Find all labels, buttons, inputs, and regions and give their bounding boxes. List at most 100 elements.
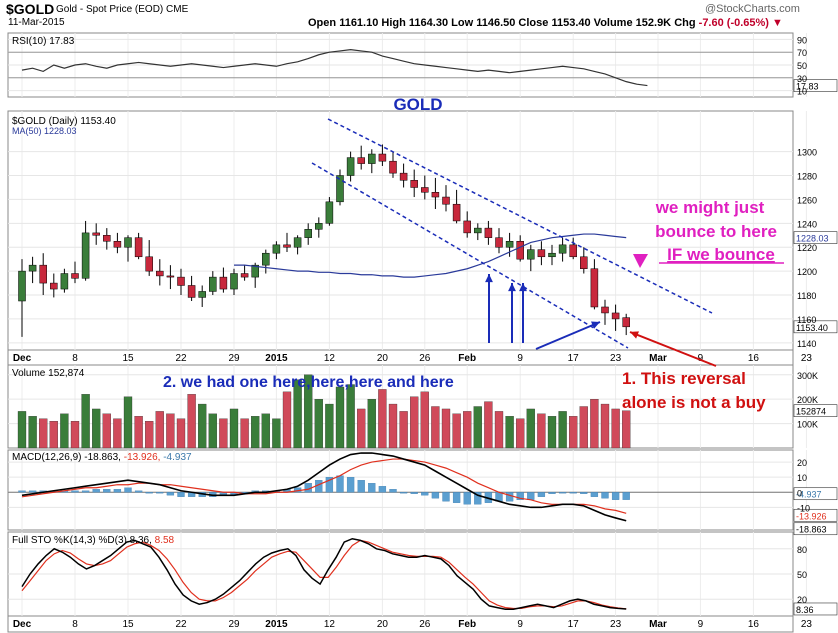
macd-histogram-bar bbox=[156, 492, 164, 494]
volume-bar bbox=[17, 411, 27, 449]
candle-body bbox=[113, 241, 122, 248]
x-tick-label-bottom: Feb bbox=[458, 619, 476, 630]
open-value: 1161.10 bbox=[339, 17, 379, 29]
volume-bar bbox=[579, 406, 588, 449]
candle-body bbox=[484, 227, 493, 238]
x-tick-label: 23 bbox=[801, 353, 813, 364]
volume-bar bbox=[134, 416, 143, 449]
volume-bar bbox=[123, 396, 133, 449]
macd-legend-part: -4.937 bbox=[163, 452, 192, 463]
upper-trendline bbox=[327, 118, 713, 314]
candle-body bbox=[219, 276, 228, 290]
volume-bar bbox=[261, 413, 270, 449]
macd-histogram-bar bbox=[505, 492, 514, 502]
volume-bar bbox=[28, 416, 37, 449]
volume-bar bbox=[463, 411, 472, 449]
x-tick-label-bottom: 16 bbox=[748, 619, 760, 630]
volume-bar bbox=[113, 418, 122, 449]
y-tick-label: 30 bbox=[797, 74, 807, 84]
y-tick-label: 20 bbox=[797, 595, 807, 605]
x-tick-label-bottom: 23 bbox=[610, 619, 622, 630]
open-label: Open bbox=[308, 17, 337, 29]
ohlc-readout: Open 1161.10 High 1164.30 Low 1146.50 Cl… bbox=[308, 17, 783, 29]
macd-histogram-bar bbox=[325, 477, 334, 493]
macd-legend-part: MACD(12,26,9) bbox=[12, 452, 84, 463]
annotations: GOLD we might just bounce to here IF we bou… bbox=[163, 95, 784, 412]
macd-histogram-bar bbox=[537, 492, 546, 497]
rsi-last-value: 17.83 bbox=[796, 82, 819, 92]
red-arrow-head bbox=[630, 331, 639, 339]
volume-bar bbox=[526, 408, 535, 449]
macd-legend: MACD(12,26,9) -18.863, -13.926, -4.937 bbox=[12, 452, 192, 463]
red-arrow bbox=[629, 331, 717, 367]
chart-title-gold: GOLD bbox=[393, 95, 442, 114]
high-value: 1164.30 bbox=[408, 17, 449, 29]
candle-body bbox=[283, 244, 291, 248]
close-value: 1153.40 bbox=[551, 17, 591, 29]
panel-frame-macd bbox=[7, 449, 794, 531]
macd-histogram-bar bbox=[421, 492, 429, 496]
volume-bar bbox=[293, 379, 302, 449]
macd-histogram-bar bbox=[580, 492, 588, 494]
candle-body bbox=[421, 187, 429, 193]
x-tick-label-bottom: 2015 bbox=[265, 619, 288, 630]
macd-histogram-bar bbox=[474, 492, 482, 505]
sto-panel: Full STO %K(14,3) %D(3) 8.36, 8.58 8.36 bbox=[8, 535, 838, 616]
volume-legend: Volume 152,874 bbox=[12, 368, 85, 379]
macd-histogram-bar bbox=[611, 492, 620, 500]
date-axis-strip bbox=[7, 349, 794, 366]
macd-signal-line bbox=[21, 458, 627, 514]
x-tick-label: 2015 bbox=[265, 353, 288, 364]
x-tick-label: 26 bbox=[419, 353, 431, 364]
candle-body bbox=[50, 282, 58, 290]
x-tick-label-bottom: 20 bbox=[377, 619, 389, 630]
candle-body bbox=[177, 276, 185, 286]
volume-bar bbox=[357, 408, 366, 449]
macd-histogram-bar bbox=[442, 492, 450, 502]
volume-value: 152.9K bbox=[635, 17, 672, 29]
volume-last-value-bg bbox=[793, 404, 838, 417]
volume-bar bbox=[367, 399, 376, 449]
candle-body bbox=[251, 264, 259, 278]
x-tick-label-bottom: 9 bbox=[517, 619, 523, 630]
candle-body bbox=[527, 249, 535, 260]
macd-histogram-bar bbox=[92, 489, 100, 493]
macd-histogram-bar bbox=[71, 490, 79, 493]
volume-bar bbox=[70, 420, 80, 449]
x-tick-label: 17 bbox=[568, 353, 580, 364]
annotation-reversal-2: alone is not a buy bbox=[622, 393, 766, 412]
y-tick-label: 1260 bbox=[797, 195, 817, 205]
candle-body bbox=[452, 203, 461, 222]
candle-body bbox=[198, 291, 206, 298]
candle-body bbox=[378, 153, 387, 162]
ma-price-tag: 1228.03 bbox=[796, 234, 829, 244]
volume-bar bbox=[282, 391, 292, 449]
rsi-line bbox=[21, 49, 648, 87]
candle-body bbox=[293, 237, 302, 248]
y-tick-label: 1160 bbox=[797, 315, 816, 325]
blue-arrow-1-head bbox=[485, 274, 493, 283]
macd-histogram-bar bbox=[378, 486, 387, 493]
x-tick-label: 9 bbox=[517, 353, 523, 364]
macd-histogram-bar bbox=[548, 492, 556, 494]
candle-body bbox=[558, 244, 567, 254]
macd-signal-tag-bg bbox=[793, 508, 838, 522]
candle-body bbox=[124, 237, 132, 248]
volume-bar bbox=[187, 394, 196, 449]
rsi-last-value-bg bbox=[793, 79, 838, 92]
candle-body bbox=[580, 256, 588, 269]
y-tick-label: 1200 bbox=[797, 267, 817, 277]
macd-signal-tag: -13.926 bbox=[796, 511, 827, 521]
annotation-reversal-1: 1. This reversal bbox=[622, 369, 746, 388]
volume-bar bbox=[494, 411, 504, 449]
macd-histogram-bar bbox=[103, 489, 111, 493]
x-tick-label-bottom: 8 bbox=[72, 619, 78, 630]
candle-body bbox=[516, 241, 524, 260]
x-tick-label: 20 bbox=[377, 353, 389, 364]
x-tick-label: 23 bbox=[610, 353, 622, 364]
x-tick-label-bottom: Dec bbox=[13, 619, 32, 630]
candle-body bbox=[357, 157, 365, 164]
volume-bar bbox=[81, 394, 90, 449]
candle-body bbox=[569, 244, 577, 258]
macd-histogram-bar bbox=[18, 490, 26, 493]
